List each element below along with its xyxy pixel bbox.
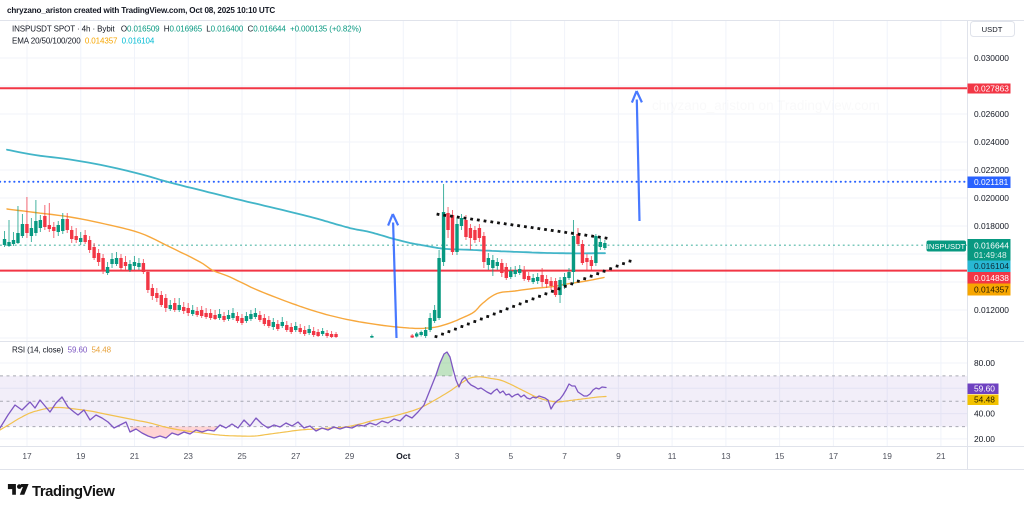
svg-text:0.020000: 0.020000 — [974, 193, 1009, 203]
svg-text:59.60: 59.60 — [974, 384, 995, 394]
svg-text:15: 15 — [775, 451, 785, 461]
svg-text:01:49:48: 01:49:48 — [974, 250, 1007, 260]
svg-text:0.030000: 0.030000 — [974, 53, 1009, 63]
svg-text:0.014357: 0.014357 — [974, 285, 1009, 295]
svg-text:20.00: 20.00 — [974, 434, 995, 444]
svg-text:TradingView: TradingView — [32, 484, 115, 500]
svg-text:29: 29 — [345, 451, 355, 461]
svg-text:0.022000: 0.022000 — [974, 165, 1009, 175]
svg-text:0.026000: 0.026000 — [974, 109, 1009, 119]
svg-text:40.00: 40.00 — [974, 409, 995, 419]
svg-text:25: 25 — [237, 451, 247, 461]
svg-text:27: 27 — [291, 451, 301, 461]
svg-text:19: 19 — [883, 451, 893, 461]
svg-text:54.48: 54.48 — [974, 395, 995, 405]
svg-text:19: 19 — [76, 451, 86, 461]
svg-text:0.016644: 0.016644 — [974, 240, 1009, 250]
svg-text:80.00: 80.00 — [974, 358, 995, 368]
svg-text:9: 9 — [616, 451, 621, 461]
svg-text:INSPUSDT SPOT · 4h · Bybit O: INSPUSDT SPOT · 4h · Bybit O0.016509 H0.… — [12, 25, 362, 34]
svg-text:7: 7 — [562, 451, 567, 461]
svg-text:INSPUSDT: INSPUSDT — [927, 242, 966, 251]
svg-text:0.018000: 0.018000 — [974, 221, 1009, 231]
svg-text:13: 13 — [721, 451, 731, 461]
svg-text:RSI (14, close) 59.60 54.48: RSI (14, close) 59.60 54.48 — [12, 346, 112, 355]
svg-text:21: 21 — [130, 451, 140, 461]
svg-text:0.021181: 0.021181 — [974, 177, 1009, 187]
svg-text:17: 17 — [22, 451, 32, 461]
svg-text:21: 21 — [936, 451, 946, 461]
svg-text:0.012000: 0.012000 — [974, 305, 1009, 315]
svg-text:0.016104: 0.016104 — [974, 261, 1009, 271]
svg-text:17: 17 — [829, 451, 839, 461]
svg-text:5: 5 — [508, 451, 513, 461]
svg-text:0.024000: 0.024000 — [974, 137, 1009, 147]
svg-text:EMA 20/50/100/200 0.014357 0: EMA 20/50/100/200 0.014357 0.016104 — [12, 37, 155, 46]
svg-text:0.027863: 0.027863 — [974, 84, 1009, 94]
svg-text:chryzano_ariston on TradingVie: chryzano_ariston on TradingView.com — [652, 98, 880, 113]
svg-text:Oct: Oct — [396, 451, 410, 461]
svg-text:3: 3 — [455, 451, 460, 461]
svg-text:USDT: USDT — [982, 25, 1003, 34]
svg-text:23: 23 — [184, 451, 194, 461]
svg-text:11: 11 — [668, 451, 677, 461]
svg-text:0.014838: 0.014838 — [974, 273, 1009, 283]
svg-text:chryzano_ariston created with: chryzano_ariston created with TradingVie… — [7, 6, 275, 15]
